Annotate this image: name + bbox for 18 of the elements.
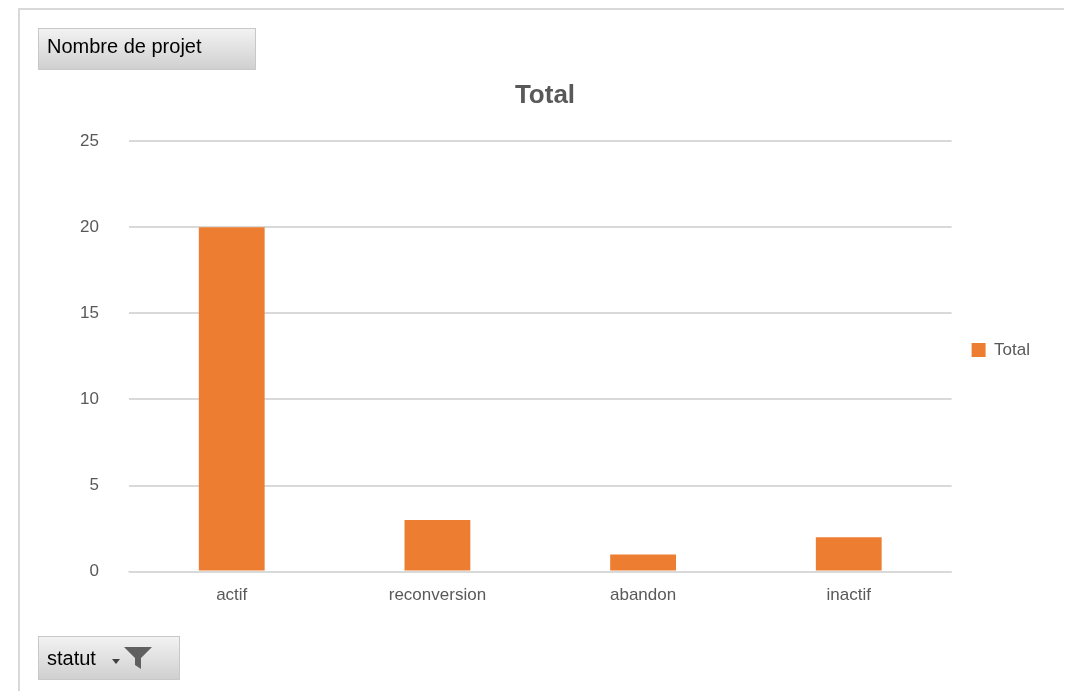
bar — [404, 519, 471, 571]
text: Nombre de projet — [38, 28, 256, 70]
x-tick-label: inactif — [826, 585, 872, 605]
bar — [815, 537, 882, 571]
y-tick-label: 20 — [79, 216, 99, 236]
x-tick-label: abandon — [609, 585, 677, 605]
chart-title: Total — [514, 78, 576, 109]
y-tick-label: 15 — [79, 303, 99, 323]
y-tick-label: 5 — [89, 475, 99, 495]
y-tick-label: 25 — [79, 130, 99, 150]
legend-label: Total — [994, 339, 1031, 359]
bar — [198, 227, 265, 571]
y-tick-label: 0 — [89, 561, 99, 581]
x-tick-label: reconversion — [388, 585, 487, 605]
x-tick-label: actif — [216, 585, 248, 605]
y-tick-label: 10 — [79, 389, 99, 409]
text: statut — [47, 646, 96, 670]
bar — [610, 554, 676, 571]
